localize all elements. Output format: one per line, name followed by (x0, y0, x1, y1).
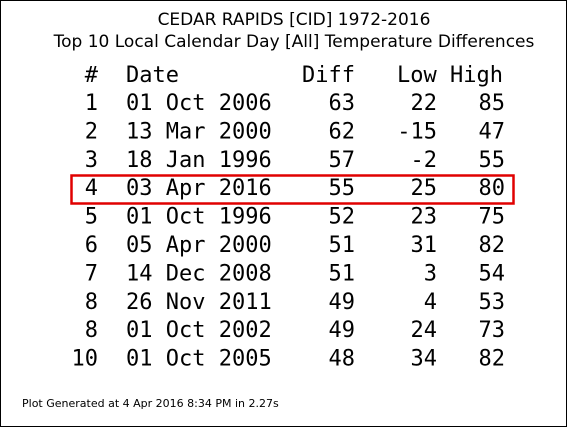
table-cell: 73 (479, 318, 506, 343)
table-cell: 25 (411, 176, 438, 201)
table-cell: 31 (411, 233, 438, 258)
table-cell: 14 Dec 2008 (126, 261, 272, 286)
table-cell: 13 Mar 2000 (126, 119, 272, 144)
table-cell: 8 (85, 290, 98, 315)
column-header: Diff (302, 63, 355, 88)
table-cell: 63 (329, 91, 356, 116)
table-cell: 4 (424, 290, 437, 315)
table-cell: 01 Oct 2002 (126, 318, 272, 343)
table-cell: -15 (397, 119, 437, 144)
table-cell: 34 (411, 347, 438, 372)
table-cell: 8 (85, 318, 98, 343)
table-cell: 3 (85, 148, 98, 173)
table-cell: 75 (479, 205, 506, 230)
table-cell: 10 (72, 347, 99, 372)
title: CEDAR RAPIDS [CID] 1972-2016 (158, 10, 431, 30)
table-cell: 6 (85, 233, 98, 258)
table-cell: 49 (329, 290, 356, 315)
table-cell: 82 (479, 347, 506, 372)
table-cell: 4 (85, 176, 98, 201)
table-cell: 01 Oct 1996 (126, 205, 272, 230)
table-cell: 18 Jan 1996 (126, 148, 272, 173)
table-cell: 55 (479, 148, 506, 173)
highlight-box (70, 174, 515, 205)
table-cell: 2 (85, 119, 98, 144)
table-cell: 22 (411, 91, 438, 116)
table-cell: 49 (329, 318, 356, 343)
table-cell: 62 (329, 119, 356, 144)
table-cell: 53 (479, 290, 506, 315)
table-cell: 51 (329, 233, 356, 258)
table-cell: 52 (329, 205, 356, 230)
subtitle: Top 10 Local Calendar Day [All] Temperat… (53, 32, 535, 52)
footer: Plot Generated at 4 Apr 2016 8:34 PM in … (22, 397, 279, 410)
column-header: High (450, 63, 503, 88)
table-cell: 3 (424, 261, 437, 286)
table-cell: 85 (479, 91, 506, 116)
column-header: Low (397, 63, 437, 88)
table-cell: 7 (85, 261, 98, 286)
table-cell: -2 (411, 148, 438, 173)
table-cell: 5 (85, 205, 98, 230)
column-header: # (85, 63, 99, 88)
table-cell: 55 (329, 176, 356, 201)
table-cell: 51 (329, 261, 356, 286)
table-cell: 54 (479, 261, 506, 286)
table-cell: 26 Nov 2011 (126, 290, 272, 315)
table-cell: 05 Apr 2000 (126, 233, 272, 258)
table-cell: 1 (85, 91, 98, 116)
column-header: Date (126, 63, 179, 88)
table-cell: 01 Oct 2006 (126, 91, 272, 116)
table-cell: 82 (479, 233, 506, 258)
table-cell: 03 Apr 2016 (126, 176, 272, 201)
table-cell: 01 Oct 2005 (126, 347, 272, 372)
table-cell: 48 (329, 347, 356, 372)
table-cell: 80 (479, 176, 506, 201)
table-cell: 47 (479, 119, 506, 144)
table-cell: 23 (411, 205, 438, 230)
table-cell: 24 (411, 318, 438, 343)
table-cell: 57 (329, 148, 356, 173)
